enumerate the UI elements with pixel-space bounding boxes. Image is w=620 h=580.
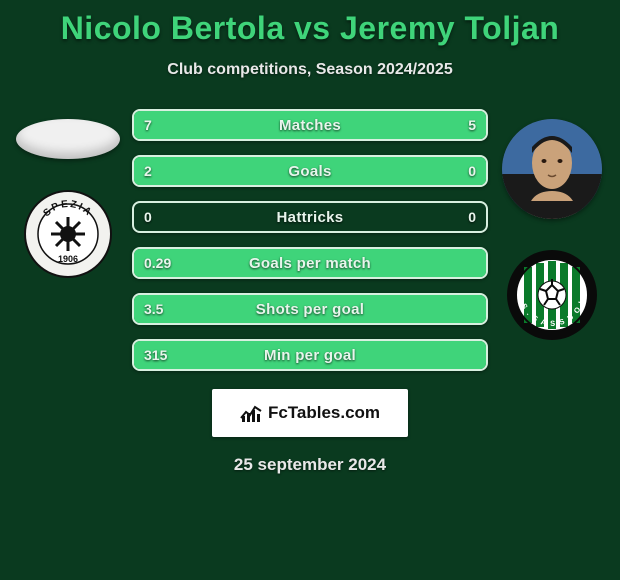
stat-value-left: 0.29: [144, 249, 171, 277]
comparison-content: SPEZIA 1906 Matches75Goals20Hattricks00G…: [0, 109, 620, 371]
player-avatar-left: [16, 119, 120, 159]
page-subtitle: Club competitions, Season 2024/2025: [0, 61, 620, 79]
stat-value-left: 7: [144, 111, 152, 139]
stat-value-right: 5: [468, 111, 476, 139]
brand-text: FcTables.com: [268, 403, 380, 423]
stat-label: Goals: [134, 157, 486, 185]
stat-label: Shots per goal: [134, 295, 486, 323]
stat-value-left: 2: [144, 157, 152, 185]
stat-row: Min per goal315: [132, 339, 488, 371]
stat-label: Matches: [134, 111, 486, 139]
right-side: U . S . S A S S U O L O: [492, 109, 612, 371]
crest-year: 1906: [58, 254, 78, 264]
stat-label: Hattricks: [134, 203, 486, 231]
stat-bars: Matches75Goals20Hattricks00Goals per mat…: [128, 109, 492, 371]
stat-row: Goals per match0.29: [132, 247, 488, 279]
stat-row: Matches7 5: [132, 109, 488, 141]
chart-icon: [240, 402, 262, 424]
stat-row: Goals2 0: [132, 155, 488, 187]
page-title: Nicolo Bertola vs Jeremy Toljan: [0, 0, 620, 47]
club-crest-sassuolo: U . S . S A S S U O L O: [506, 249, 598, 341]
stat-value-left: 0: [144, 203, 152, 231]
club-crest-spezia: SPEZIA 1906: [23, 189, 113, 279]
stat-label: Goals per match: [134, 249, 486, 277]
stat-row: Hattricks0 0: [132, 201, 488, 233]
stat-value-left: 3.5: [144, 295, 163, 323]
stat-value-left: 315: [144, 341, 167, 369]
player-avatar-right: [502, 119, 602, 219]
left-side: SPEZIA 1906: [8, 109, 128, 371]
date-label: 25 september 2024: [0, 455, 620, 475]
stat-row: Shots per goal3.5: [132, 293, 488, 325]
brand-badge: FcTables.com: [212, 389, 408, 437]
stat-value-right: 0: [468, 157, 476, 185]
stat-value-right: 0: [468, 203, 476, 231]
stat-label: Min per goal: [134, 341, 486, 369]
